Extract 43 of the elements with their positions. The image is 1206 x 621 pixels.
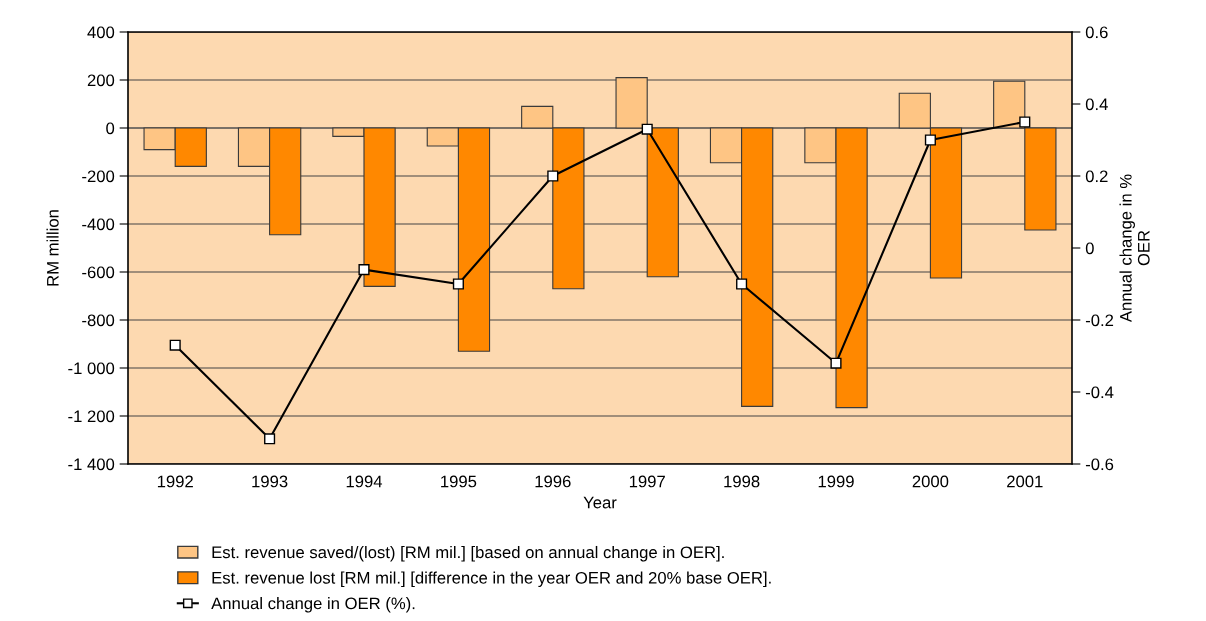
y-tick-label: -1 000	[68, 362, 115, 375]
point	[641, 123, 653, 135]
y-tick-label: -400	[82, 218, 115, 231]
x-tick-label: 1998	[724, 475, 760, 488]
y2-tick-label: 0.2	[1085, 170, 1108, 183]
y2-tick-label: -0.4	[1085, 386, 1114, 399]
point	[169, 339, 181, 351]
y2-tick-label: -0.6	[1085, 458, 1114, 471]
legend-label: Est. revenue saved/(lost) [RM mil.] [based on annual change in OER].	[212, 545, 724, 562]
x-tick-label: 1997	[629, 475, 665, 488]
y-tick-label: -800	[82, 314, 115, 327]
x-tick-label: 2000	[912, 475, 949, 488]
y2-tick-label: 0.4	[1085, 98, 1108, 111]
point	[736, 278, 748, 290]
point	[924, 134, 936, 146]
x-tick-label: 1995	[441, 475, 477, 488]
y2-axis-title: Annual change in % OER	[1119, 174, 1150, 323]
point	[452, 278, 464, 290]
point	[830, 357, 842, 369]
y-tick-label: 200	[87, 74, 115, 87]
y-axis-title: RM million	[46, 210, 59, 286]
point	[264, 433, 276, 445]
x-tick-label: 2001	[1007, 475, 1043, 488]
y2-tick-label: -0.2	[1085, 314, 1114, 327]
y-tick-label: -1 400	[68, 458, 115, 471]
y-tick-label: 400	[87, 26, 115, 39]
legend-label: Est. revenue lost [RM mil.] [difference in the year OER and 20% base OER].	[212, 571, 771, 588]
y-tick-label: -600	[82, 266, 115, 279]
x-tick-label: 1999	[818, 475, 854, 488]
x-tick-label: 1994	[346, 475, 383, 488]
y-tick-label: 0	[106, 122, 115, 135]
y2-tick-label: 0	[1085, 242, 1094, 255]
x-axis-title: Year	[583, 496, 617, 509]
point	[1019, 116, 1031, 128]
x-tick-label: 1996	[535, 475, 571, 488]
point	[358, 264, 370, 276]
legend-label: Annual change in OER (%).	[211, 597, 415, 613]
y-tick-label: -1 200	[68, 410, 115, 423]
x-tick-label: 1992	[157, 475, 193, 488]
y-tick-label: -200	[82, 170, 115, 183]
point	[547, 170, 559, 182]
y2-tick-label: 0.6	[1085, 26, 1108, 39]
x-tick-label: 1993	[252, 475, 288, 488]
